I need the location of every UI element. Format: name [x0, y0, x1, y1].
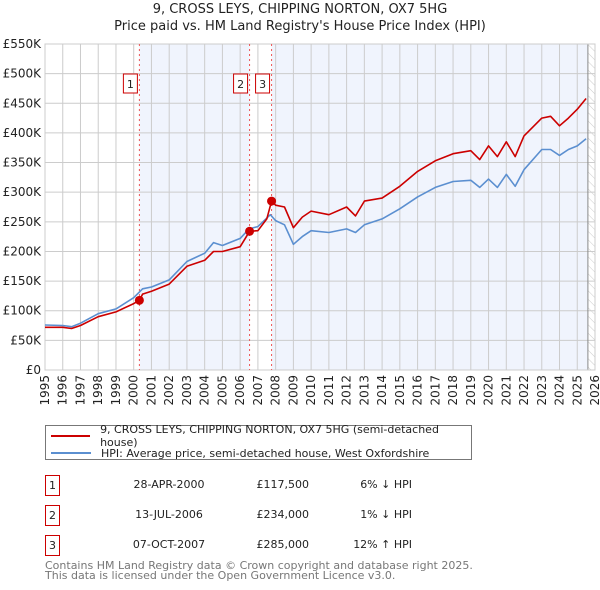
shaded-ownership-period-2 [271, 44, 588, 370]
sale-row: 3 07-OCT-2007 £285,000 12% ↑ HPI [45, 535, 445, 556]
sale-hpi-diff: 12% ↑ HPI [353, 538, 412, 551]
future-hatched-region [587, 44, 595, 370]
sale-hpi-diff: 6% ↓ HPI [360, 478, 412, 491]
x-tick-label: 2020 [482, 375, 496, 406]
sale-row: 1 28-APR-2000 £117,500 6% ↓ HPI [45, 475, 445, 496]
y-tick-label: £450K [3, 96, 43, 110]
y-tick-label: £400K [3, 126, 43, 140]
sale-row: 2 13-JUL-2006 £234,000 1% ↓ HPI [45, 505, 445, 526]
sale-label-number: 3 [259, 78, 266, 91]
x-tick-label: 1999 [109, 375, 123, 406]
sale-price: £117,500 [256, 478, 310, 491]
legend-label-hpi: HPI: Average price, semi-detached house,… [101, 446, 430, 460]
x-tick-label: 2025 [570, 375, 584, 406]
sale-hpi-diff: 1% ↓ HPI [360, 508, 412, 521]
x-tick-label: 2015 [393, 375, 407, 406]
x-tick-label: 1996 [56, 375, 70, 406]
chart-title: 9, CROSS LEYS, CHIPPING NORTON, OX7 5HG [152, 2, 448, 17]
x-tick-label: 2005 [215, 375, 229, 406]
y-tick-label: £50K [10, 333, 42, 347]
x-tick-label: 2006 [233, 375, 247, 406]
sale-label-box: 2 [233, 73, 249, 94]
x-tick-label: 2009 [286, 375, 300, 406]
footer-copyright: Contains HM Land Registry data © Crown c… [45, 559, 473, 572]
legend-item-property: 9, CROSS LEYS, CHIPPING NORTON, OX7 5HG … [51, 423, 471, 449]
x-tick-label: 2017 [428, 375, 442, 406]
x-tick-label: 1997 [73, 375, 87, 406]
hpi-series-line [44, 138, 587, 328]
legend-label-property: 9, CROSS LEYS, CHIPPING NORTON, OX7 5HG … [100, 423, 439, 449]
x-tick-label: 2002 [162, 375, 176, 406]
sale-label-frame [233, 73, 249, 94]
x-tick-label: 1995 [38, 375, 52, 406]
x-tick-label: 2026 [588, 375, 600, 406]
legend-line-property [51, 435, 91, 437]
y-tick-label: £300K [3, 185, 43, 199]
chart-subtitle: Price paid vs. HM Land Registry's House … [114, 19, 486, 34]
x-tick-label: 2023 [535, 375, 549, 406]
legend-item-hpi: HPI: Average price, semi-detached house,… [51, 445, 429, 461]
y-tick-label: £100K [3, 304, 43, 318]
y-tick-label: £200K [3, 244, 43, 258]
sale-date: 13-JUL-2006 [135, 508, 203, 521]
x-tick-label: 2019 [464, 375, 478, 406]
sale-point [245, 226, 255, 236]
sale-price: £285,000 [256, 538, 310, 551]
x-tick-label: 2000 [127, 375, 141, 406]
y-tick-label: £250K [3, 215, 43, 229]
sale-price: £234,000 [256, 508, 310, 521]
x-tick-label: 2022 [517, 375, 531, 406]
legend: 9, CROSS LEYS, CHIPPING NORTON, OX7 5HG … [45, 423, 472, 461]
sale-number-badge: 3 [45, 535, 60, 556]
x-tick-label: 2011 [322, 375, 336, 406]
sale-date: 28-APR-2000 [133, 478, 205, 491]
x-tick-label: 2010 [304, 375, 318, 406]
sale-label-frame [255, 73, 271, 94]
property-series-line [45, 97, 587, 330]
x-tick-label: 2012 [340, 375, 354, 406]
x-tick-label: 2007 [251, 375, 265, 406]
sale-number-badge: 2 [45, 505, 60, 526]
sale-label-number: 2 [237, 78, 244, 91]
price-chart: £0 £50K £100K £150K £200K £250K £300K £350K £400… [3, 37, 600, 406]
y-tick-label: £150K [3, 274, 43, 288]
x-tick-label: 2013 [357, 375, 371, 406]
x-tick-label: 2008 [269, 375, 283, 406]
x-tick-label: 2018 [446, 375, 460, 406]
sale-label-number: 1 [127, 78, 134, 91]
footer-licence: This data is licensed under the Open Gov… [45, 569, 396, 582]
plot-frame [44, 43, 596, 371]
x-tick-label: 2016 [411, 375, 425, 406]
y-tick-label: £550K [3, 37, 43, 51]
y-tick-label: £350K [3, 156, 43, 170]
sale-number-badge: 1 [45, 475, 60, 496]
x-tick-label: 2024 [553, 375, 567, 406]
shaded-ownership-period-1 [139, 44, 250, 370]
sale-label-box: 3 [255, 73, 271, 94]
sale-point [134, 295, 144, 305]
sale-point [267, 196, 277, 206]
sale-label-box: 1 [122, 73, 138, 94]
x-tick-label: 2004 [198, 375, 212, 406]
x-tick-label: 2003 [180, 375, 194, 406]
x-tick-label: 2014 [375, 375, 389, 406]
y-tick-label: £500K [3, 67, 43, 81]
x-tick-label: 2021 [499, 375, 513, 406]
y-tick-label: £0 [26, 363, 41, 377]
sale-label-frame [122, 73, 138, 94]
x-tick-label: 1998 [91, 375, 105, 406]
footer: Contains HM Land Registry data © Crown c… [45, 559, 473, 582]
x-tick-label: 2001 [144, 375, 158, 406]
sale-date: 07-OCT-2007 [132, 538, 206, 551]
legend-line-hpi [51, 452, 91, 454]
